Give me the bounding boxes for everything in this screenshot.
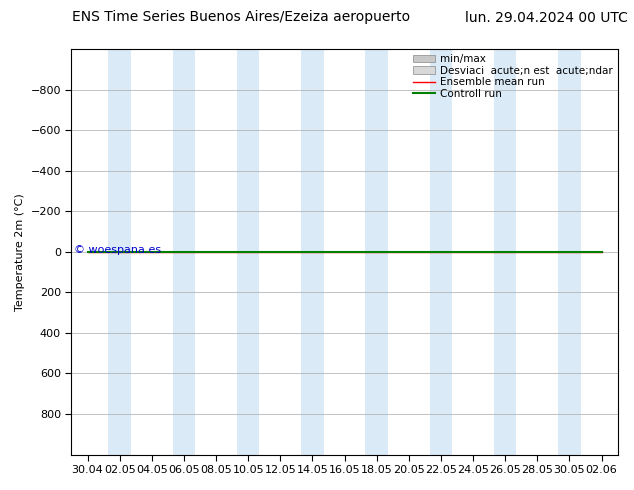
Bar [108,49,131,455]
Bar [237,49,259,455]
Bar [301,49,323,455]
Legend: min/max, Desviaci  acute;n est  acute;ndar, Ensemble mean run, Controll run: min/max, Desviaci acute;n est acute;ndar… [410,51,616,102]
Bar [172,49,195,455]
Text: ENS Time Series Buenos Aires/Ezeiza aeropuerto: ENS Time Series Buenos Aires/Ezeiza aero… [72,10,410,24]
Bar [430,49,452,455]
Y-axis label: Temperature 2m (°C): Temperature 2m (°C) [15,193,25,311]
Text: lun. 29.04.2024 00 UTC: lun. 29.04.2024 00 UTC [465,10,628,24]
Text: © woespana.es: © woespana.es [74,245,161,255]
Bar [365,49,388,455]
Bar [558,49,581,455]
Bar [494,49,516,455]
